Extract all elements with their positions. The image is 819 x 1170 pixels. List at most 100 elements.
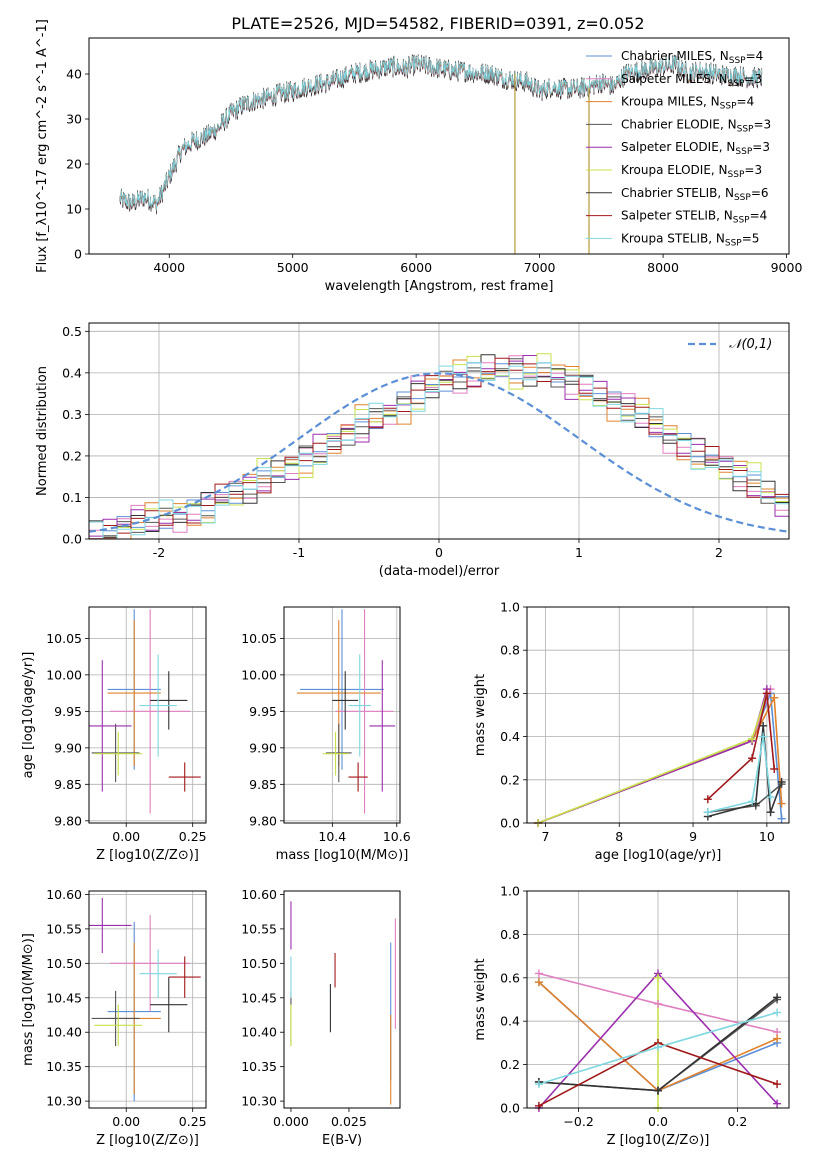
panel-mass-vs-Z: 0.00 0.25 10.30 10.35 10.40 10.45 10.50 10.55 10… xyxy=(21,887,207,1148)
legend-value: =3 xyxy=(744,163,762,177)
y-tick-label: 0.3 xyxy=(62,407,82,422)
x-tick-label: 10 xyxy=(759,829,775,844)
y-tick-label: 0.5 xyxy=(62,324,82,339)
axes-frame xyxy=(88,890,207,1109)
axes-frame xyxy=(526,606,790,824)
x-tick-label: 8000 xyxy=(647,260,679,275)
x-axis-label: mass [log10(M/M⊙)] xyxy=(276,848,409,863)
y-tick-label: 10 xyxy=(66,202,82,217)
y-tick-label: 10.45 xyxy=(46,990,82,1005)
panel-mass-vs-ebv: 0.000 0.025 10.30 10.35 10.40 10.45 10.50 10.55… xyxy=(241,887,401,1148)
y-tick-label: 10.50 xyxy=(241,956,277,971)
figure-title: PLATE=2526, MJD=54582, FIBERID=0391, z=0… xyxy=(231,14,644,33)
x-tick-label: 10.4 xyxy=(318,829,346,844)
plot-area xyxy=(89,897,201,1102)
y-tick-label: 10.05 xyxy=(46,631,82,646)
y-tick-label: 9.80 xyxy=(54,813,82,828)
legend-value: =4 xyxy=(737,95,755,109)
legend-value: =5 xyxy=(742,231,760,245)
legend-subscript: SSP xyxy=(728,170,745,180)
legend-subscript: SSP xyxy=(733,216,750,226)
weight-line xyxy=(707,736,772,813)
legend-subscript: SSP xyxy=(729,56,746,66)
legend-entry: 𝒩(0,1) xyxy=(729,337,772,352)
histogram-steps xyxy=(89,353,789,539)
y-tick-label: 0.8 xyxy=(500,643,520,658)
axes-frame xyxy=(526,890,790,1109)
legend-subscript: SSP xyxy=(725,238,742,248)
y-tick-label: 10.40 xyxy=(241,1025,277,1040)
x-axis-label: Z [log10(Z/Z⊙)] xyxy=(96,1133,199,1148)
legend-subscript: SSP xyxy=(728,79,745,89)
legend-entry: Kroupa ELODIE, NSSP=3 xyxy=(621,163,762,180)
y-axis-label: mass weight xyxy=(473,958,488,1040)
y-axis-label: Flux [f_λ10^-17 erg cm^-2 s^-1 A^-1] xyxy=(35,19,50,273)
y-axis-label: age [log10(age/yr)] xyxy=(21,652,36,779)
y-tick-label: 0 xyxy=(74,247,82,262)
y-tick-label: 0.4 xyxy=(500,1014,520,1029)
weight-line xyxy=(537,688,768,823)
plot-area xyxy=(89,353,789,539)
chart-panels: 4000 5000 6000 7000 8000 9000010203040wavelen… xyxy=(21,19,803,1148)
y-tick-label: 0.4 xyxy=(62,365,82,380)
y-axis-label: mass [log10(M/M⊙)] xyxy=(21,933,36,1066)
y-tick-label: 9.95 xyxy=(54,704,82,719)
spectrum-line xyxy=(119,55,763,211)
x-tick-label: 0.00 xyxy=(112,1114,140,1129)
y-tick-label: 9.90 xyxy=(249,740,277,755)
legend-entry: Kroupa MILES, NSSP=4 xyxy=(621,95,754,112)
legend-value: =4 xyxy=(746,49,764,63)
x-tick-label: 0.25 xyxy=(179,829,207,844)
x-tick-label: 9000 xyxy=(771,260,803,275)
y-tick-label: 10.50 xyxy=(46,956,82,971)
x-tick-label: 0.025 xyxy=(331,1114,367,1129)
y-axis-label: mass weight xyxy=(473,674,488,756)
legend-subscript: SSP xyxy=(720,102,737,112)
panel-age-vs-Z: 0.00 0.25 9.80 9.85 9.90 9.95 10.00 10.05 Z [log… xyxy=(21,606,207,863)
legend-subscript: SSP xyxy=(735,147,752,157)
histogram-steps xyxy=(89,357,789,539)
legend-value: =4 xyxy=(750,209,768,223)
legend-value: =3 xyxy=(744,72,762,86)
weight-line xyxy=(537,688,772,823)
y-tick-label: 0.0 xyxy=(500,1101,520,1116)
panel-mass-weight-vs-Z: −0.2 0.0 0.2 0.0 0.2 0.4 0.6 0.8 1.0 Z [log10(Z/Z… xyxy=(473,884,790,1148)
plot-area xyxy=(89,609,201,814)
x-tick-label: 4000 xyxy=(153,260,185,275)
x-tick-label: 0 xyxy=(435,545,443,560)
x-tick-label: 6000 xyxy=(400,260,432,275)
x-tick-label: −0.2 xyxy=(563,1114,593,1129)
x-tick-label: 1 xyxy=(575,545,583,560)
y-tick-label: 9.90 xyxy=(54,740,82,755)
plot-area xyxy=(290,901,396,1105)
legend-value: =3 xyxy=(753,117,771,131)
panel-mass-weight-vs-age: 7 8 9 10 0.0 0.2 0.4 0.6 0.8 1.0 age [log10(age/yr… xyxy=(473,600,790,863)
y-tick-label: 0.2 xyxy=(500,772,520,787)
y-tick-label: 10.00 xyxy=(46,667,82,682)
y-tick-label: 9.95 xyxy=(249,704,277,719)
y-axis-label: Normed distribution xyxy=(35,366,50,496)
x-tick-label: 9 xyxy=(689,829,697,844)
x-tick-label: 7000 xyxy=(524,260,556,275)
y-tick-label: 0.6 xyxy=(500,970,520,985)
y-tick-label: 0.8 xyxy=(500,927,520,942)
axes-frame xyxy=(283,890,401,1109)
histogram-steps xyxy=(89,358,789,537)
x-tick-label: 10.6 xyxy=(383,829,411,844)
y-tick-label: 40 xyxy=(66,67,82,82)
weight-line xyxy=(537,693,768,823)
y-tick-label: 10.40 xyxy=(46,1025,82,1040)
y-tick-label: 10.60 xyxy=(241,887,277,902)
x-axis-label: age [log10(age/yr)] xyxy=(595,848,722,863)
weight-line xyxy=(537,694,783,823)
legend-entry: Chabrier ELODIE, NSSP=3 xyxy=(621,117,771,134)
y-tick-label: 10.55 xyxy=(241,921,277,936)
y-tick-label: 1.0 xyxy=(500,884,520,899)
x-axis-label: (data-model)/error xyxy=(379,564,500,579)
legend-subscript: SSP xyxy=(737,124,754,134)
x-tick-label: -1 xyxy=(293,545,305,560)
y-tick-label: 0.0 xyxy=(500,816,520,831)
legend-entry: Kroupa STELIB, NSSP=5 xyxy=(621,231,759,248)
plot-area xyxy=(537,688,783,823)
